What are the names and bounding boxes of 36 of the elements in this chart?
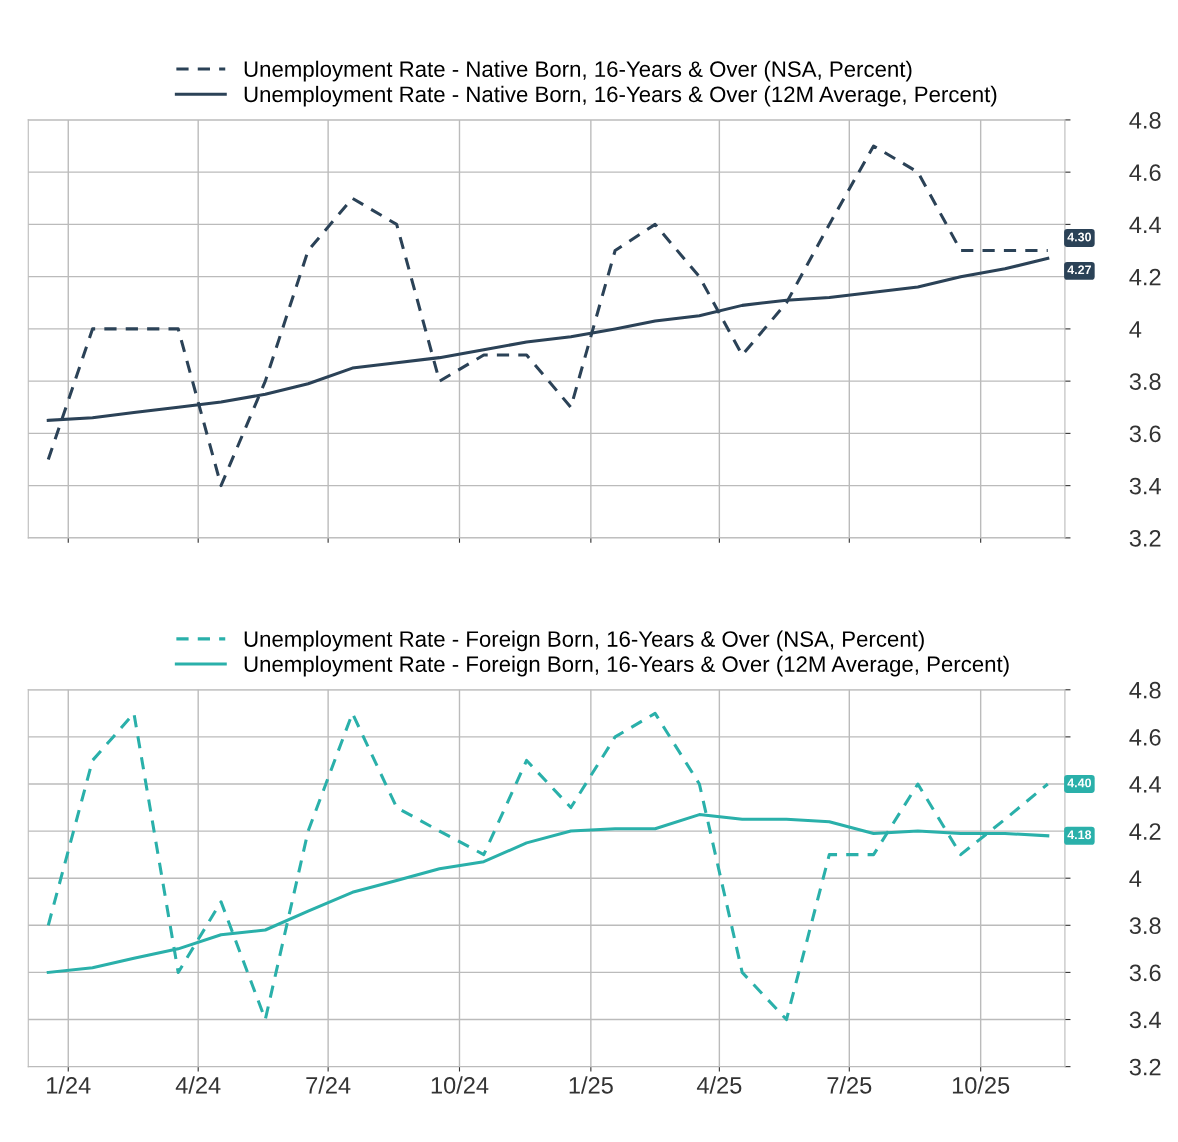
y-tick-label: 3.6 bbox=[1129, 425, 1161, 443]
data-label: 4.18 bbox=[1067, 830, 1092, 840]
y-tick-label: 4.6 bbox=[1129, 164, 1161, 181]
y-tick-label: 4.4 bbox=[1129, 776, 1161, 793]
y-tick-label: 4.2 bbox=[1129, 268, 1161, 286]
y-tick-label: 3.4 bbox=[1129, 477, 1161, 495]
x-tick-label: 10/24 bbox=[431, 1076, 489, 1094]
y-tick-label: 4.8 bbox=[1129, 681, 1161, 699]
y-tick-label: 4 bbox=[1129, 870, 1142, 887]
y-tick-label: 3.2 bbox=[1129, 529, 1161, 547]
x-tick-label: 1/24 bbox=[47, 1076, 91, 1094]
y-tick-label: 4.6 bbox=[1129, 728, 1161, 746]
y-tick-label: 3.8 bbox=[1129, 373, 1161, 390]
legend-label: Unemployment Rate - Foreign Born, 16-Years & Over (12M Average, Percent) bbox=[244, 655, 1009, 677]
y-tick-label: 4.2 bbox=[1129, 823, 1161, 840]
legend-label: Unemployment Rate - Native Born, 16-Years & Over (NSA, Percent) bbox=[244, 60, 912, 82]
data-label: 4.40 bbox=[1067, 778, 1092, 788]
x-tick-label: 7/24 bbox=[306, 1076, 351, 1094]
y-tick-label: 3.2 bbox=[1129, 1058, 1161, 1076]
x-tick-label: 4/24 bbox=[175, 1076, 221, 1094]
line-series bbox=[46, 144, 1050, 488]
y-tick-label: 4 bbox=[1129, 321, 1142, 338]
legend-label: Unemployment Rate - Native Born, 16-Years & Over (12M Average, Percent) bbox=[244, 85, 997, 107]
legend-label: Unemployment Rate - Foreign Born, 16-Years & Over (NSA, Percent) bbox=[244, 630, 924, 652]
data-label: 4.27 bbox=[1067, 265, 1091, 275]
x-tick-label: 10/25 bbox=[952, 1076, 1010, 1094]
x-tick-label: 7/25 bbox=[827, 1076, 872, 1094]
line-series bbox=[46, 711, 1050, 1022]
y-tick-label: 3.4 bbox=[1129, 1011, 1161, 1029]
y-tick-label: 4.8 bbox=[1129, 111, 1161, 129]
x-tick-label: 1/25 bbox=[569, 1076, 613, 1094]
y-tick-label: 4.4 bbox=[1129, 216, 1161, 233]
y-tick-label: 3.8 bbox=[1129, 917, 1161, 935]
y-tick-label: 3.6 bbox=[1129, 964, 1161, 982]
x-tick-label: 4/25 bbox=[696, 1076, 742, 1094]
data-label: 4.30 bbox=[1067, 232, 1092, 242]
